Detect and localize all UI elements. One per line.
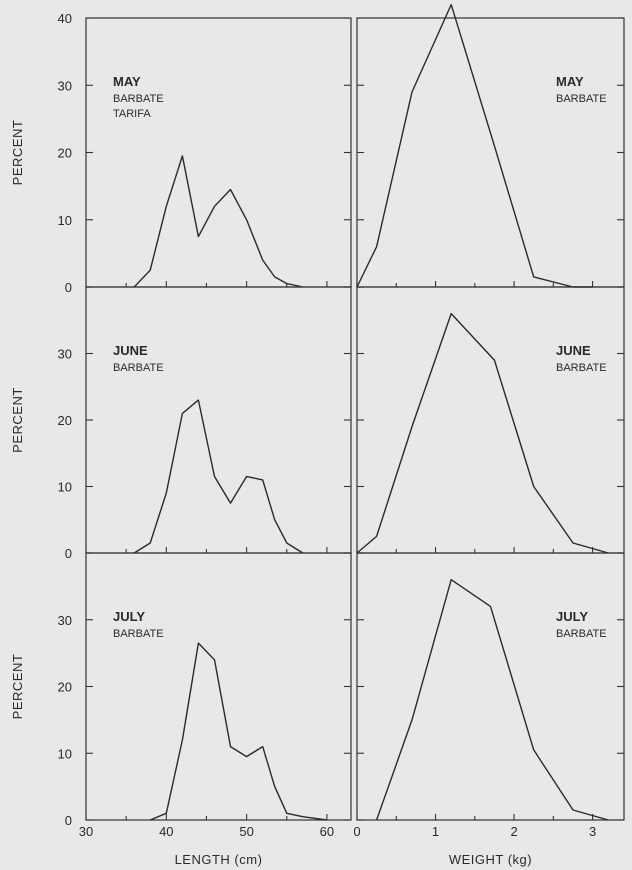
y-tick-label: 10	[58, 213, 72, 228]
panel-frame	[85, 552, 352, 821]
panel-location-label: BARBATE	[556, 93, 607, 105]
panel-frame	[356, 552, 625, 821]
panel-location-label: BARBATE	[113, 362, 164, 374]
y-tick-label: 0	[65, 813, 72, 828]
panel-july-length: JULY BARBATE	[85, 552, 352, 821]
panel-month-label: JUNE	[556, 343, 591, 358]
panel-frame	[85, 17, 352, 288]
panel-month-label: MAY	[556, 74, 584, 89]
x-tick-label-weight: 0	[353, 824, 360, 839]
x-tick-label-length: 40	[159, 824, 173, 839]
x-tick-label-length: 60	[320, 824, 334, 839]
panel-location-label: BARBATE	[113, 93, 164, 105]
axis-labels: PERCENT PERCENT PERCENT LENGTH (cm) WEIGHT (…	[10, 120, 532, 867]
panel-may-length: MAY BARBATE TARIFA	[85, 17, 352, 288]
y-tick-label: 30	[58, 613, 72, 628]
y-axis-label: PERCENT	[10, 120, 25, 186]
series-line	[133, 399, 304, 554]
x-tick-label-length: 50	[239, 824, 253, 839]
y-tick-label: 0	[65, 546, 72, 561]
panel-july-weight: JULY BARBATE	[356, 552, 625, 821]
y-tick-label: 0	[65, 280, 72, 295]
panel-month-label: JUNE	[113, 343, 148, 358]
panel-month-label: JULY	[556, 609, 588, 624]
y-tick-label: 20	[58, 680, 72, 695]
panel-may-weight: MAY BARBATE	[356, 3, 625, 288]
series-line	[375, 579, 609, 821]
panel-grid: MAYBARBATETARIFAMAYBARBATEJUNEBARBATEJUN…	[85, 3, 625, 821]
panel-june-length: JUNE BARBATE	[85, 286, 352, 554]
panel-location-label: BARBATE	[113, 628, 164, 640]
series-line	[356, 312, 609, 554]
panel-frame	[85, 286, 352, 554]
panel-frame	[356, 17, 625, 288]
panel-month-label: MAY	[113, 74, 141, 89]
panel-location-label: BARBATE	[556, 628, 607, 640]
y-tick-label: 20	[58, 146, 72, 161]
x-tick-label-weight: 3	[589, 824, 596, 839]
x-axis-label-length: LENGTH (cm)	[175, 852, 263, 867]
x-tick-label-weight: 2	[510, 824, 517, 839]
series-line	[149, 642, 327, 821]
panel-frame	[356, 286, 625, 554]
y-tick-label: 10	[58, 746, 72, 761]
y-tick-label: 30	[58, 347, 72, 362]
y-tick-label: 10	[58, 480, 72, 495]
x-axis-label-weight: WEIGHT (kg)	[449, 852, 532, 867]
x-tick-labels: 30 40 50 60 0 1 2 3	[79, 824, 596, 839]
y-axis-label: PERCENT	[10, 387, 25, 453]
y-axis-label: PERCENT	[10, 654, 25, 720]
panel-location-label: BARBATE	[556, 362, 607, 374]
panel-month-label: JULY	[113, 609, 145, 624]
y-tick-label: 40	[58, 11, 72, 26]
y-tick-labels: 0 10 20 30 40 0 10 20 30 0 10 20 30	[58, 11, 72, 828]
y-tick-label: 20	[58, 413, 72, 428]
panel-june-weight: JUNE BARBATE	[356, 286, 625, 554]
y-tick-label: 30	[58, 78, 72, 93]
panel-location-label: TARIFA	[113, 108, 151, 120]
x-tick-label-length: 30	[79, 824, 93, 839]
series-line	[133, 155, 303, 288]
series-line	[356, 3, 593, 288]
x-tick-label-weight: 1	[432, 824, 439, 839]
